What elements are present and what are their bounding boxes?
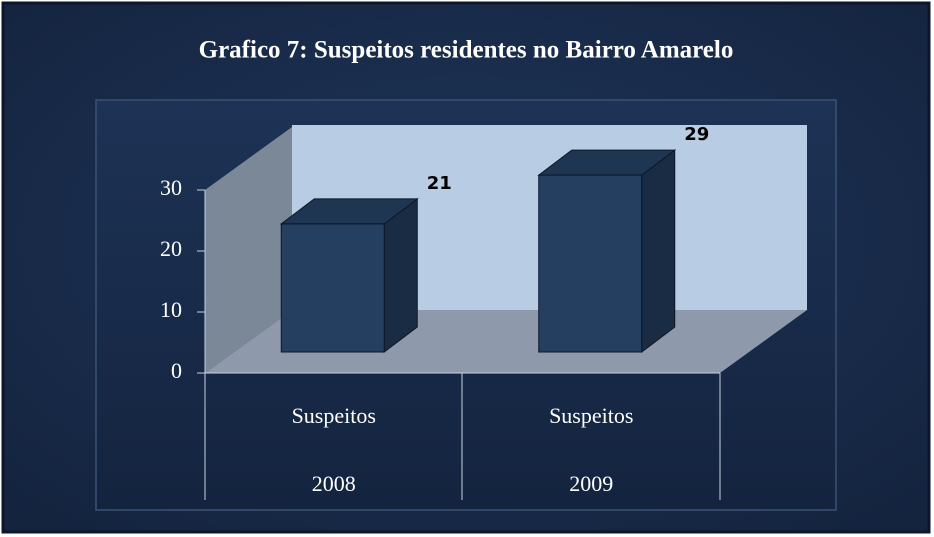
bar-front xyxy=(280,223,385,353)
y-tick-label: 10 xyxy=(160,297,182,322)
y-tick-label: 30 xyxy=(160,175,182,200)
bar xyxy=(279,197,419,354)
data-label: 29 xyxy=(684,124,709,145)
bar-front xyxy=(538,174,643,353)
data-label: 21 xyxy=(427,173,452,194)
y-tick-label: 0 xyxy=(171,358,182,383)
x-tick-label: Suspeitos 2008 xyxy=(291,403,376,496)
side-wall xyxy=(205,127,292,373)
chart-title: Grafico 7: Suspeitos residentes no Bairr… xyxy=(199,37,734,64)
bar xyxy=(537,149,677,354)
x-tick-label: Suspeitos 2009 xyxy=(549,403,634,496)
bar-side xyxy=(641,149,676,354)
bar-side xyxy=(383,197,418,354)
y-tick-label: 20 xyxy=(160,236,182,261)
